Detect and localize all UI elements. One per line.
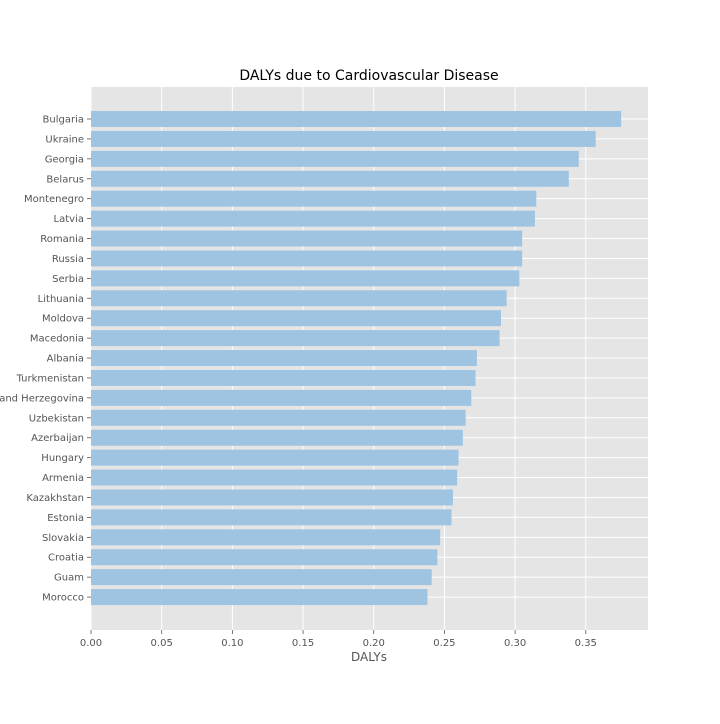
bar-romania	[91, 230, 523, 247]
bar-montenegro	[91, 190, 537, 207]
y-tick-label: Hungary	[41, 453, 84, 464]
y-tick-label: Ukraine	[45, 134, 84, 145]
y-tick-label: Moldova	[42, 314, 84, 325]
y-tick-label: Uzbekistan	[29, 413, 84, 424]
bar-morocco	[91, 589, 428, 606]
bar-bulgaria	[91, 111, 622, 127]
x-tick-label: 0.30	[504, 638, 526, 649]
y-tick-label: Turkmenistan	[16, 373, 84, 384]
y-tick-label: Slovakia	[42, 533, 84, 544]
y-tick-label: Azerbaijan	[31, 433, 84, 444]
x-tick-label: 0.35	[575, 638, 597, 649]
x-tick-label: 0.10	[221, 638, 243, 649]
bar-albania	[91, 350, 477, 367]
bar-azerbaijan	[91, 429, 463, 446]
bar-slovakia	[91, 529, 441, 546]
x-tick-label: 0.25	[433, 638, 455, 649]
bar-croatia	[91, 549, 438, 566]
x-tick-label: 0.20	[363, 638, 385, 649]
y-tick-label: Estonia	[47, 513, 84, 524]
y-tick-label: Latvia	[54, 214, 84, 225]
bars	[91, 111, 622, 606]
bar-hungary	[91, 449, 459, 466]
y-tick-label: Bulgaria	[43, 115, 84, 126]
y-tick-label: Morocco	[42, 593, 84, 604]
bar-bosnia-and-herzegovina	[91, 389, 472, 406]
bar-ukraine	[91, 130, 596, 147]
y-tick-label: Kazakhstan	[26, 493, 84, 504]
y-tick-label: Montenegro	[24, 194, 84, 205]
bar-moldova	[91, 310, 501, 327]
x-axis-label: DALYs	[351, 650, 387, 664]
y-tick-label: Georgia	[45, 154, 84, 165]
y-tick-label: Macedonia	[30, 334, 84, 345]
y-tick-label: Croatia	[48, 553, 84, 564]
y-tick-label: Bosnia and Herzegovina	[0, 393, 84, 404]
bar-macedonia	[91, 330, 500, 347]
bar-lithuania	[91, 290, 507, 307]
y-tick-label: Lithuania	[38, 294, 84, 305]
bar-kazakhstan	[91, 489, 453, 506]
bar-turkmenistan	[91, 369, 476, 386]
bar-uzbekistan	[91, 409, 466, 426]
bar-guam	[91, 569, 432, 586]
bar-russia	[91, 250, 523, 267]
x-tick-label: 0.15	[292, 638, 314, 649]
y-tick-label: Belarus	[46, 174, 84, 185]
chart-title: DALYs due to Cardiovascular Disease	[239, 68, 498, 84]
bar-latvia	[91, 210, 535, 227]
bar-belarus	[91, 170, 569, 187]
bar-georgia	[91, 150, 579, 167]
y-tick-label: Armenia	[42, 473, 84, 484]
bar-estonia	[91, 509, 452, 526]
y-axis-ticks: Bulgaria Ukraine Georgia Belarus Montenegro L…	[0, 115, 91, 604]
y-tick-label: Albania	[47, 354, 84, 365]
bar-serbia	[91, 270, 520, 287]
y-tick-label: Serbia	[52, 274, 84, 285]
x-tick-label: 0.05	[151, 638, 173, 649]
y-tick-label: Guam	[54, 573, 84, 584]
y-tick-label: Russia	[52, 254, 84, 265]
bar-armenia	[91, 469, 458, 486]
x-axis-ticks: 0.00 0.05 0.10 0.15 0.20 0.25 0.30 0.35	[80, 630, 597, 649]
x-tick-label: 0.00	[80, 638, 102, 649]
y-tick-label: Romania	[40, 234, 84, 245]
